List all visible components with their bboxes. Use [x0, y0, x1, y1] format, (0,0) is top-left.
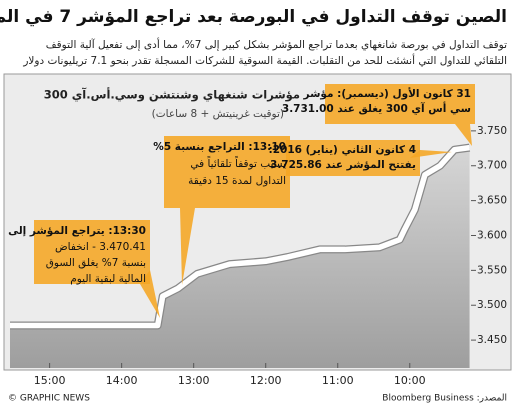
annotation-text: 13:10: التراجع بنسبة 5% [153, 141, 286, 153]
annotation-text: 3.470.41 - انخفاض [55, 241, 146, 253]
x-tick-label: 13:00 [178, 374, 210, 387]
annotation-text: المالية لبقية اليوم [70, 273, 146, 285]
y-tick-label: 3.450 [477, 334, 507, 346]
y-tick-label: 3.650 [477, 195, 507, 207]
plot: 3.750 3.700 3.650 3.600 3.550 3.500 3.450 15:00… [10, 125, 507, 387]
x-tick-label: 15:00 [34, 374, 66, 387]
y-tick-label: 3.500 [477, 299, 507, 311]
annotation-text: 13:30: يتراجع المؤشر إلى [8, 225, 146, 237]
y-tick-label: 3.550 [477, 264, 507, 276]
y-tick-label: 3.700 [477, 160, 507, 172]
subtitle: التلقائي للتداول التي أنشئت للحد من التق… [22, 53, 507, 67]
annotation-text: التداول لمدة 15 دقيقة [188, 175, 286, 187]
line [10, 144, 470, 329]
annotation-boxes [34, 84, 475, 318]
annotation-text: بنسبة 7% يغلق السوق [46, 257, 146, 269]
annotation-text: 31 كانون الأول (ديسمبر): مؤشر [303, 87, 471, 100]
x-tick-label: 14:00 [106, 374, 138, 387]
subtitle: توقف التداول في بورصة شانغهاي بعدما تراج… [46, 37, 507, 51]
chart-title: مؤشرات شنغهاي وشنتشن وسي.أس.آي 300 [44, 87, 300, 103]
x-tick-label: 12:00 [250, 374, 282, 387]
y-tick-label: 3.600 [477, 229, 507, 241]
area [10, 147, 470, 368]
annotation-text: يسبب توقفاً تلقائياً في [190, 156, 286, 170]
title: الصين توقف التداول في البورصة بعد تراجع … [0, 7, 507, 27]
x-tick-label: 11:00 [322, 374, 354, 387]
chart-subtitle: (توقيت غرينيتش + 8 ساعات) [152, 108, 284, 120]
annotation-text: يفتتح المؤشر عند 3.725.86 [270, 159, 416, 171]
credit: © GRAPHIC NEWS [8, 394, 90, 404]
source: المصدر: Bloomberg Business [382, 394, 507, 404]
x-tick-label: 10:00 [394, 374, 426, 387]
annotation-text: سي أس آي 300 يغلق عند 3.731.00 [282, 101, 471, 115]
annotation-text: 4 كانون الثاني (يناير) 2016: [269, 144, 417, 156]
y-tick-label: 3.750 [477, 125, 507, 137]
